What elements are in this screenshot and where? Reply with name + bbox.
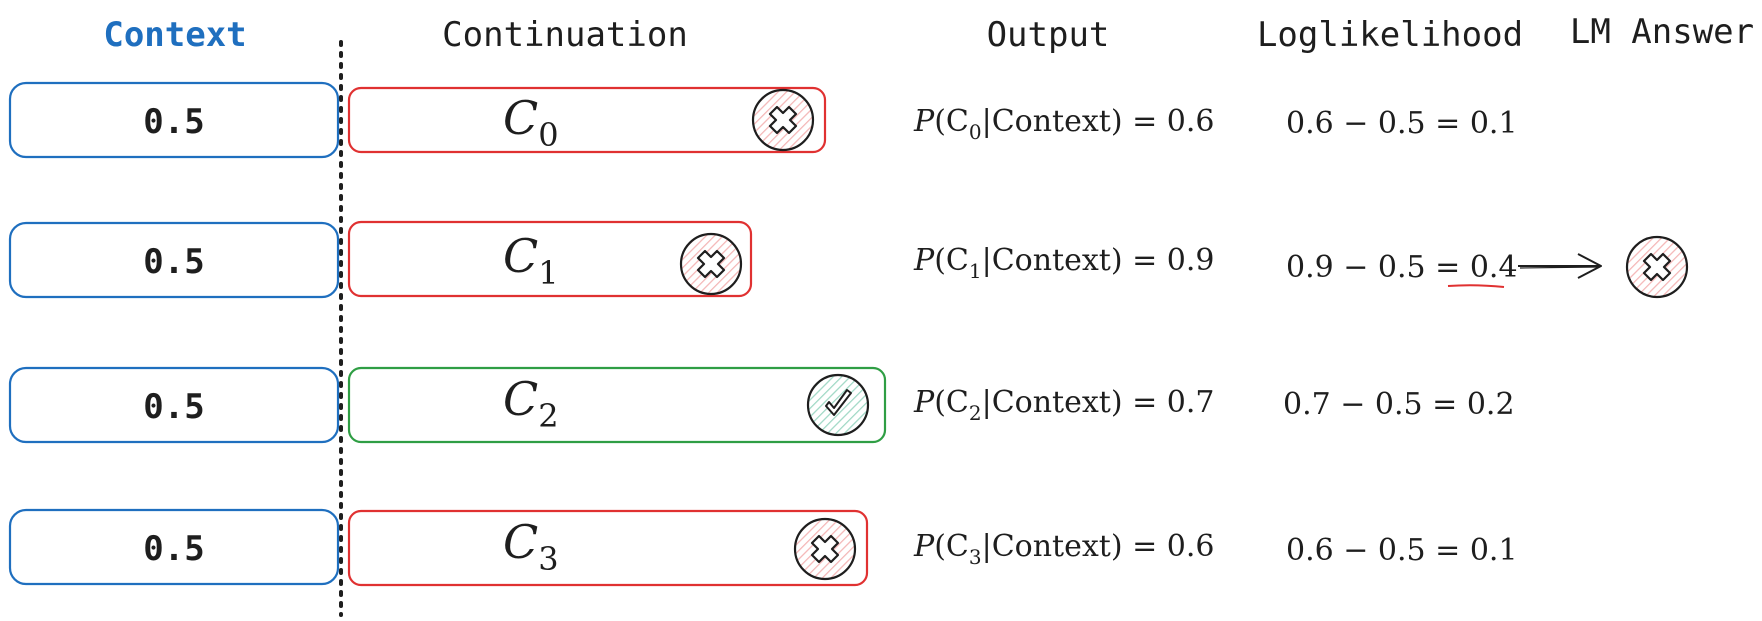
output-expression: P(C2|Context) = 0.7 [913,385,1214,425]
output-expression: P(C0|Context) = 0.6 [913,104,1214,144]
context-value: 0.5 [143,387,204,427]
header-lm-answer: LM Answer [1570,12,1754,52]
output-expression: P(C1|Context) = 0.9 [913,243,1214,283]
header-loglikelihood: Loglikelihood [1257,15,1523,55]
loglikelihood-expression: 0.9 − 0.5 = 0.4 [1286,250,1518,285]
continuation-label: C1 [503,229,559,292]
continuation-box [349,368,885,442]
x-circle-icon [795,519,855,579]
header-context: Context [103,15,246,55]
continuation-box [349,511,867,585]
lm-answer-x-circle-icon [1627,237,1687,297]
check-circle-icon [808,375,868,435]
x-circle-icon [681,234,741,294]
continuation-label: C0 [503,91,559,154]
header-output: Output [987,15,1110,55]
output-expression: P(C3|Context) = 0.6 [913,529,1214,569]
loglikelihood-expression: 0.6 − 0.5 = 0.1 [1286,106,1518,141]
context-value: 0.5 [143,242,204,282]
loglikelihood-expression: 0.7 − 0.5 = 0.2 [1283,387,1515,422]
continuation-label: C3 [503,515,559,578]
loglikelihood-expression: 0.6 − 0.5 = 0.1 [1286,533,1518,568]
row-2: 0.5 C2 P(C2|Context) = 0.7 0.7 − 0.5 = 0… [10,368,1515,442]
continuation-label: C2 [503,372,559,435]
row-3: 0.5 C3 P(C3|Context) = 0.6 0.6 − 0.5 = 0… [10,510,1518,585]
x-circle-icon [753,90,813,150]
row-0: 0.5 C0 P(C0|Context) = 0.6 0.6 − 0.5 = 0… [10,83,1518,157]
arrow-right-icon [1518,254,1601,278]
context-value: 0.5 [143,529,204,569]
highlight-underline [1448,285,1504,287]
selected-value: 0.4 [1470,250,1518,285]
row-1: 0.5 C1 P(C1|Context) = 0.9 0.9 − 0.5 = 0… [10,222,1687,297]
context-value: 0.5 [143,102,204,142]
header-continuation: Continuation [442,15,688,55]
